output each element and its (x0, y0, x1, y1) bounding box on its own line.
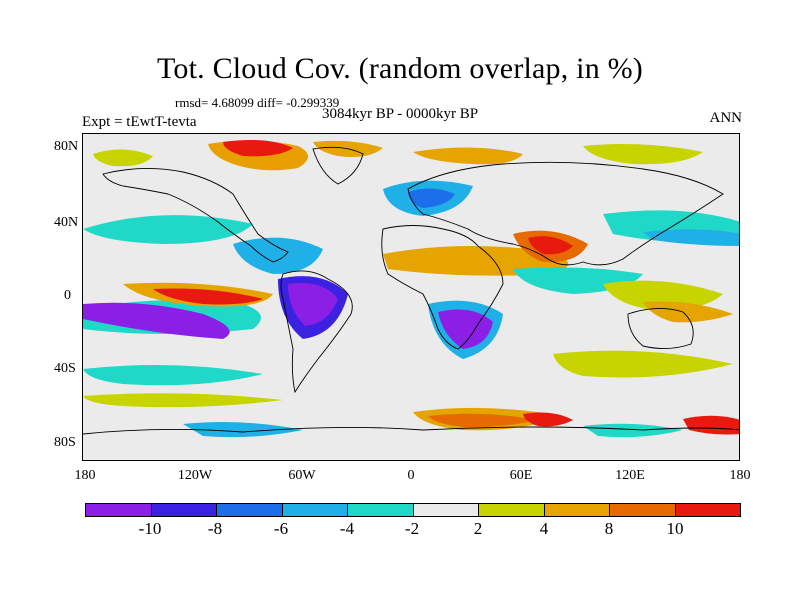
colorbar-segment-4 (348, 504, 414, 516)
lat-label-80s: 80S (54, 435, 76, 450)
colorbar-segment-7 (544, 504, 610, 516)
colorbar-segment-5 (413, 504, 479, 516)
coastlines (83, 146, 739, 435)
colorbar-label: 8 (604, 519, 614, 538)
lat-label-eq: 0 (64, 288, 71, 303)
map-panel (82, 133, 740, 461)
colorbar-label: -10 (138, 519, 162, 538)
lat-label-80n: 80N (54, 139, 79, 154)
colorbar-segment-6 (479, 504, 545, 516)
colorbar-segment-2 (217, 504, 283, 516)
colorbar-label: -6 (273, 519, 289, 538)
lat-label-40s: 40S (54, 361, 76, 376)
colorbar-label: -2 (404, 519, 420, 538)
cloud-anomaly-map (83, 140, 739, 438)
experiment-label: Expt = tEwtT-tevta (82, 114, 197, 130)
colorbar-segment-8 (610, 504, 676, 516)
colorbar-segment-3 (282, 504, 348, 516)
lon-label-180e: 180 (729, 468, 751, 483)
lon-label-180w: 180 (74, 468, 96, 483)
lon-label-60w: 60W (288, 468, 316, 483)
colorbar-label: 10 (666, 519, 684, 538)
lat-label-40n: 40N (54, 215, 79, 230)
season-label: ANN (709, 110, 743, 126)
colorbar-label: -8 (207, 519, 223, 538)
lon-label-120e: 120E (615, 468, 645, 483)
lon-label-60e: 60E (509, 468, 533, 483)
stats-label: rmsd= 4.68099 diff= -0.299339 (175, 95, 340, 110)
period-label: 3084kyr BP - 0000kyr BP (322, 106, 479, 122)
lon-label-120w: 120W (177, 468, 213, 483)
colorbar-segment-1 (151, 504, 217, 516)
colorbar-label: -4 (339, 519, 355, 538)
plot-title: Tot. Cloud Cov. (random overlap, in %) (157, 52, 643, 85)
lon-label-0: 0 (407, 468, 415, 483)
colorbar-segment-9 (675, 504, 740, 516)
anomaly-field (83, 140, 739, 438)
colorbar-label: 2 (473, 519, 483, 538)
colorbar (85, 503, 741, 517)
colorbar-segment-0 (86, 504, 152, 516)
colorbar-label: 4 (539, 519, 549, 538)
